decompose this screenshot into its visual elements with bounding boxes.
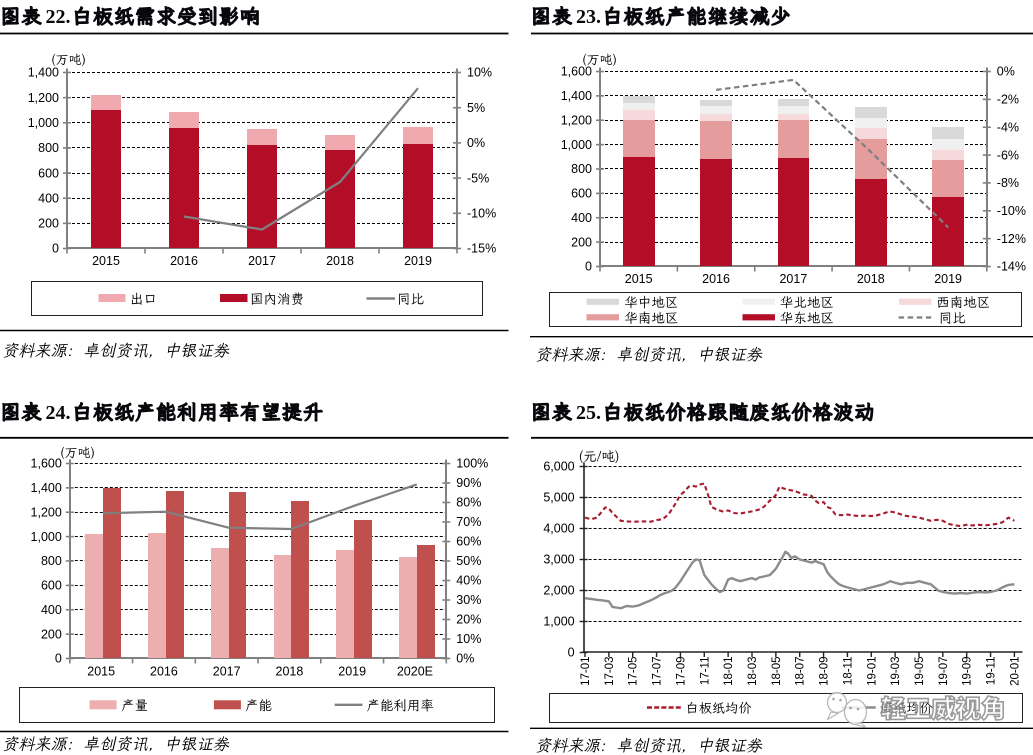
svg-text:5,000: 5,000 (543, 491, 574, 505)
svg-text:100%: 100% (456, 457, 488, 471)
svg-text:80%: 80% (456, 496, 481, 510)
svg-text:17-01: 17-01 (580, 657, 592, 686)
svg-text:1,000: 1,000 (31, 530, 62, 544)
svg-text:600: 600 (571, 187, 592, 201)
svg-text:1,200: 1,200 (561, 113, 592, 127)
svg-text:2015: 2015 (92, 254, 120, 268)
svg-text:1,400: 1,400 (28, 66, 59, 80)
svg-text:200: 200 (571, 235, 592, 249)
svg-text:2,000: 2,000 (543, 584, 574, 598)
svg-text:17-03: 17-03 (604, 657, 616, 686)
svg-text:4,000: 4,000 (543, 522, 574, 536)
svg-text:70%: 70% (456, 515, 481, 529)
svg-text:10%: 10% (467, 66, 492, 80)
svg-text:0: 0 (52, 242, 59, 256)
svg-text:0: 0 (585, 260, 592, 274)
svg-text:-10%: -10% (997, 204, 1026, 218)
svg-text:18-07: 18-07 (795, 657, 807, 686)
svg-text:0%: 0% (467, 136, 485, 150)
svg-text:-15%: -15% (467, 242, 496, 256)
svg-text:17-09: 17-09 (675, 657, 687, 686)
svg-text:19-01: 19-01 (866, 657, 878, 686)
svg-text:1,400: 1,400 (31, 481, 62, 495)
svg-text:2019: 2019 (338, 665, 366, 679)
svg-text:-4%: -4% (997, 120, 1019, 134)
svg-text:-10%: -10% (467, 207, 496, 221)
svg-text:-5%: -5% (467, 171, 489, 185)
svg-text:400: 400 (38, 191, 59, 205)
svg-text:60%: 60% (456, 535, 481, 549)
svg-text:0: 0 (55, 652, 62, 666)
svg-text:90%: 90% (456, 476, 481, 490)
svg-text:400: 400 (571, 211, 592, 225)
svg-text:1,000: 1,000 (28, 116, 59, 130)
svg-text:-12%: -12% (997, 232, 1026, 246)
svg-text:19-07: 19-07 (938, 657, 950, 686)
svg-text:6,000: 6,000 (543, 460, 574, 474)
svg-text:23.: 23. (576, 6, 601, 28)
svg-text:600: 600 (41, 579, 62, 593)
svg-text:19-05: 19-05 (914, 657, 926, 686)
svg-text:1,000: 1,000 (543, 615, 574, 629)
svg-text:2019: 2019 (404, 254, 432, 268)
svg-text:17-11: 17-11 (699, 657, 711, 686)
svg-text:17-05: 17-05 (628, 657, 640, 686)
svg-text:2017: 2017 (213, 665, 241, 679)
svg-text:-8%: -8% (997, 176, 1019, 190)
svg-text:800: 800 (38, 141, 59, 155)
svg-text:19-03: 19-03 (890, 657, 902, 686)
svg-text:20%: 20% (456, 613, 481, 627)
svg-text:2016: 2016 (170, 254, 198, 268)
svg-text:1,200: 1,200 (28, 91, 59, 105)
svg-text:400: 400 (41, 603, 62, 617)
svg-text:17-07: 17-07 (652, 657, 664, 686)
svg-text:2017: 2017 (779, 272, 807, 286)
svg-text:2018: 2018 (276, 665, 304, 679)
svg-text:0%: 0% (456, 652, 474, 666)
svg-text:2020E: 2020E (397, 665, 433, 679)
svg-text:10%: 10% (456, 632, 481, 646)
svg-text:3,000: 3,000 (543, 553, 574, 567)
svg-text:800: 800 (571, 162, 592, 176)
svg-text:2018: 2018 (857, 272, 885, 286)
svg-text:-2%: -2% (997, 93, 1019, 107)
svg-text:18-09: 18-09 (819, 657, 831, 686)
svg-text:2016: 2016 (150, 665, 178, 679)
svg-text:1,600: 1,600 (31, 457, 62, 471)
svg-text:19-11: 19-11 (986, 657, 998, 686)
svg-text:2015: 2015 (625, 272, 653, 286)
svg-text:24.: 24. (46, 402, 71, 424)
svg-text:1,600: 1,600 (561, 65, 592, 79)
svg-text:18-03: 18-03 (747, 657, 759, 686)
svg-text:2019: 2019 (934, 272, 962, 286)
svg-text:0%: 0% (997, 65, 1015, 79)
svg-text:40%: 40% (456, 574, 481, 588)
svg-text:2017: 2017 (248, 254, 276, 268)
svg-text:25.: 25. (576, 402, 601, 424)
svg-text:2016: 2016 (702, 272, 730, 286)
svg-text:200: 200 (41, 627, 62, 641)
svg-text:1,200: 1,200 (31, 505, 62, 519)
svg-text:22.: 22. (46, 6, 71, 28)
svg-text:1,000: 1,000 (561, 138, 592, 152)
svg-text:18-01: 18-01 (723, 657, 735, 686)
svg-text:200: 200 (38, 217, 59, 231)
svg-text:50%: 50% (456, 554, 481, 568)
svg-text:2015: 2015 (87, 665, 115, 679)
svg-text:0: 0 (568, 646, 575, 660)
svg-text:1,400: 1,400 (561, 89, 592, 103)
svg-text:2018: 2018 (326, 254, 354, 268)
svg-text:20-01: 20-01 (1009, 657, 1021, 686)
svg-text:19-09: 19-09 (962, 657, 974, 686)
svg-text:5%: 5% (467, 101, 485, 115)
svg-text:18-11: 18-11 (842, 657, 854, 686)
svg-text:18-05: 18-05 (771, 657, 783, 686)
svg-text:-14%: -14% (997, 260, 1026, 274)
svg-text:600: 600 (38, 166, 59, 180)
svg-text:30%: 30% (456, 593, 481, 607)
svg-text:800: 800 (41, 554, 62, 568)
svg-text:-6%: -6% (997, 148, 1019, 162)
